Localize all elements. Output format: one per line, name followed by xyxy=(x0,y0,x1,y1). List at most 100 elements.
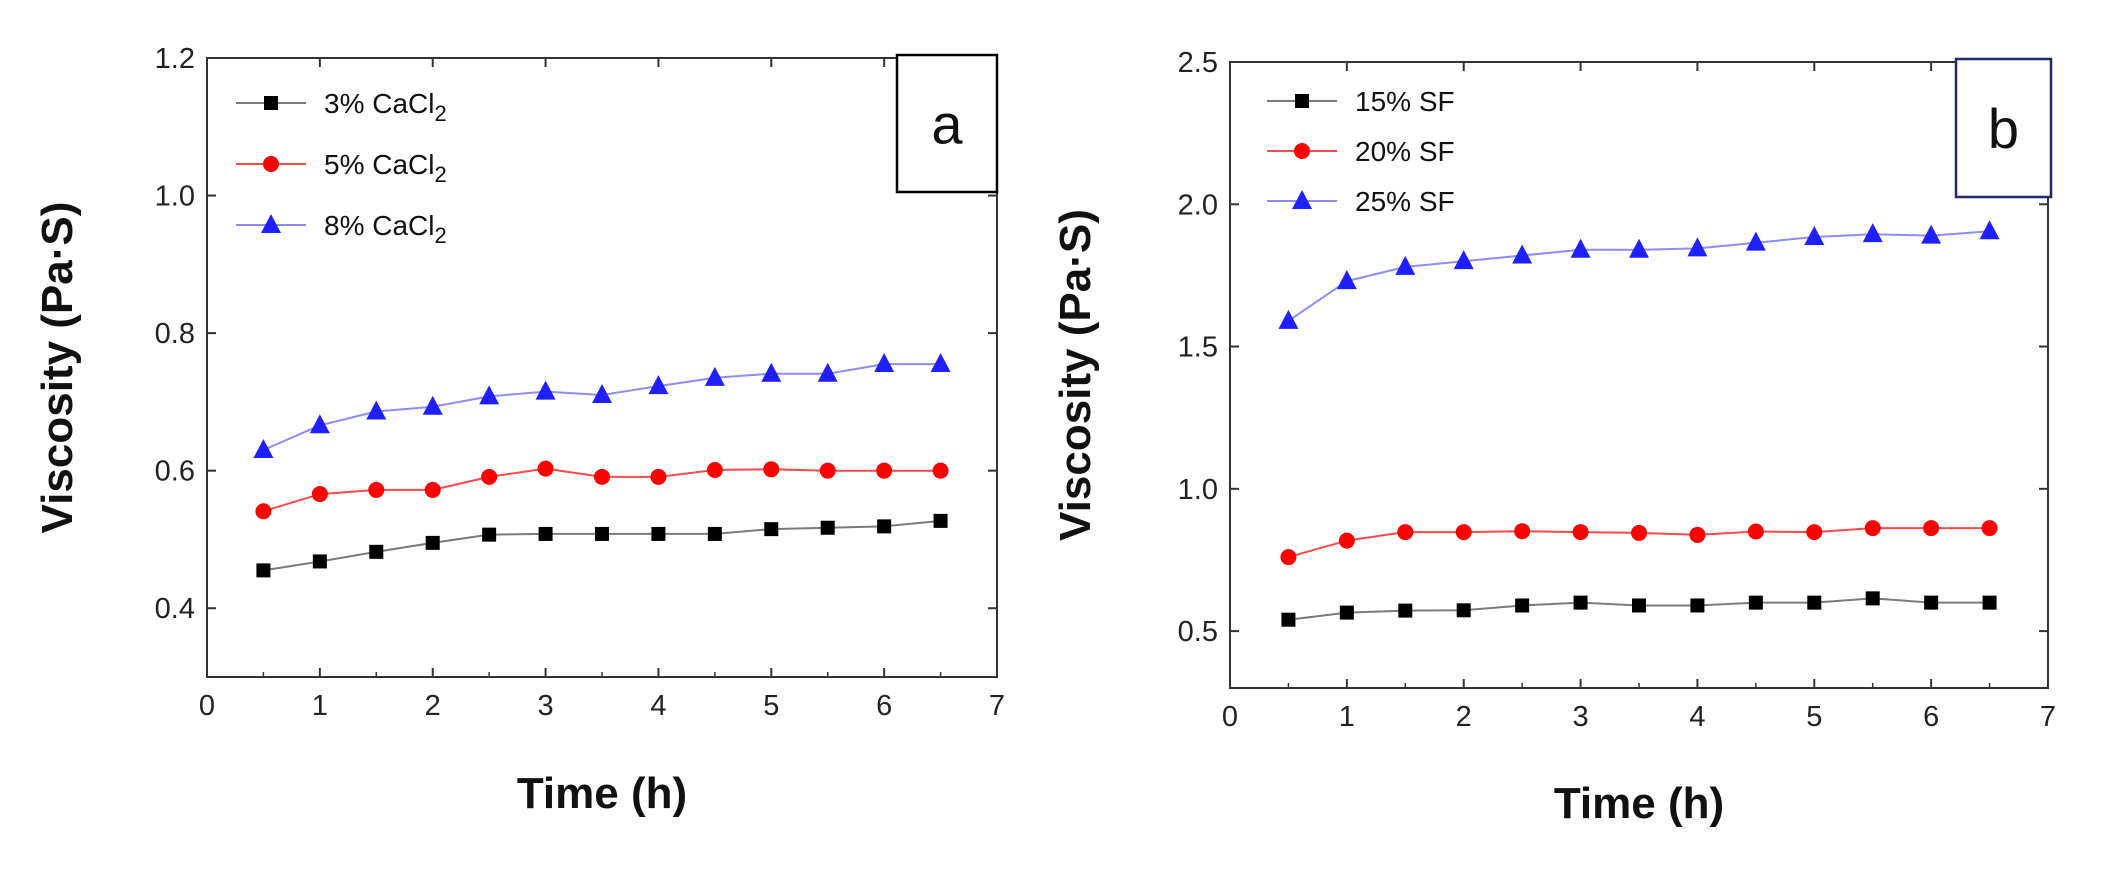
data-point xyxy=(819,462,836,479)
data-point xyxy=(1278,309,1299,329)
legend-label-text: 5% CaCl xyxy=(324,149,434,180)
data-point xyxy=(932,462,949,479)
data-point xyxy=(535,380,556,400)
data-point xyxy=(707,526,722,541)
data-point xyxy=(369,544,384,559)
data-point xyxy=(1397,524,1414,541)
legend-label-subscript: 2 xyxy=(434,223,446,248)
data-point xyxy=(1453,250,1474,270)
panel-label: a xyxy=(931,93,963,156)
data-point xyxy=(1687,237,1708,257)
y-tick-label: 1.0 xyxy=(1178,474,1218,506)
x-tick-label: 0 xyxy=(199,690,215,722)
y-axis-title: Viscosity (Pa·S) xyxy=(1051,209,1100,541)
x-tick-label: 5 xyxy=(763,690,779,722)
data-point xyxy=(1398,603,1413,618)
data-point xyxy=(651,526,666,541)
data-point xyxy=(874,353,895,373)
legend-label-subscript: 2 xyxy=(434,101,446,126)
x-axis-title: Time (h) xyxy=(1554,779,1724,828)
data-point xyxy=(425,535,440,550)
chart-panel-b: 0 1 2 3 4 5 6 7 0.5 1.0 1.5 2.0 2.5 Time (h) Viscosity… xyxy=(1051,47,2056,828)
data-point xyxy=(424,481,441,498)
data-point xyxy=(650,468,667,485)
y-tick-label: 2.0 xyxy=(1178,189,1218,221)
data-point xyxy=(481,468,498,485)
data-point xyxy=(763,461,780,478)
data-point xyxy=(1862,223,1883,243)
data-point xyxy=(1570,238,1591,258)
data-point xyxy=(1865,591,1880,606)
legend-marker xyxy=(1292,190,1312,209)
legend-label: 20% SF xyxy=(1355,136,1455,167)
legend-label: 3% CaCl2 xyxy=(324,88,447,126)
data-point xyxy=(1336,270,1357,290)
data-point xyxy=(1280,549,1297,566)
data-point xyxy=(1981,520,1998,537)
data-point xyxy=(876,462,893,479)
data-point xyxy=(256,563,271,578)
x-tick-label: 2 xyxy=(425,690,441,722)
data-point xyxy=(1456,603,1471,618)
x-axis-title: Time (h) xyxy=(517,769,687,818)
x-tick-label: 7 xyxy=(989,690,1005,722)
data-point xyxy=(309,414,330,434)
y-tick-label: 2.5 xyxy=(1178,47,1218,79)
data-point xyxy=(706,461,723,478)
data-point xyxy=(366,400,387,420)
data-point xyxy=(1515,598,1530,613)
data-point xyxy=(1804,225,1825,245)
data-point xyxy=(817,362,838,382)
data-point xyxy=(312,554,327,569)
data-point xyxy=(368,481,385,498)
data-point xyxy=(1572,524,1589,541)
data-point xyxy=(479,385,500,405)
data-point xyxy=(1690,598,1705,613)
x-tick-label: 4 xyxy=(650,690,666,722)
x-tick-label: 2 xyxy=(1456,701,1472,733)
data-point xyxy=(877,519,892,534)
data-point xyxy=(764,522,779,537)
x-tick-label: 6 xyxy=(876,690,892,722)
data-point xyxy=(1338,532,1355,549)
data-point xyxy=(253,439,274,459)
data-point xyxy=(594,468,610,485)
y-tick-label: 0.4 xyxy=(155,593,195,625)
data-point xyxy=(1631,524,1647,541)
data-point xyxy=(255,503,272,520)
x-tick-label: 0 xyxy=(1222,701,1238,733)
data-point xyxy=(1512,244,1533,264)
legend-label-text: 3% CaCl xyxy=(324,88,434,119)
data-point xyxy=(1339,605,1354,620)
data-point xyxy=(820,520,835,535)
legend-marker xyxy=(1295,94,1309,108)
y-tick-label: 0.8 xyxy=(155,318,195,350)
data-point xyxy=(311,486,328,503)
data-point xyxy=(1979,220,2000,240)
y-tick-label: 1.5 xyxy=(1178,332,1218,364)
y-axis-title: Viscosity (Pa·S) xyxy=(33,202,82,534)
data-point xyxy=(1807,595,1822,610)
data-point xyxy=(1514,523,1531,540)
legend-label-text: 25% SF xyxy=(1355,186,1455,217)
data-point xyxy=(648,375,669,395)
legend-marker xyxy=(1294,143,1310,159)
y-tick-label: 1.2 xyxy=(155,43,195,75)
x-tick-label: 6 xyxy=(1923,701,1939,733)
data-point xyxy=(1806,524,1823,541)
data-point xyxy=(1632,598,1646,613)
legend-label-text: 8% CaCl xyxy=(324,210,434,241)
data-point xyxy=(1748,595,1763,610)
legend-label: 25% SF xyxy=(1355,186,1455,217)
legend-label: 5% CaCl2 xyxy=(324,149,447,187)
legend-label-text: 15% SF xyxy=(1355,86,1455,117)
data-point xyxy=(1921,224,1942,244)
data-point xyxy=(933,513,948,528)
data-point xyxy=(1924,595,1939,610)
data-point xyxy=(704,366,725,386)
data-point xyxy=(1395,255,1416,275)
data-point xyxy=(1281,612,1296,627)
legend-label: 15% SF xyxy=(1355,86,1455,117)
data-point xyxy=(592,384,612,404)
